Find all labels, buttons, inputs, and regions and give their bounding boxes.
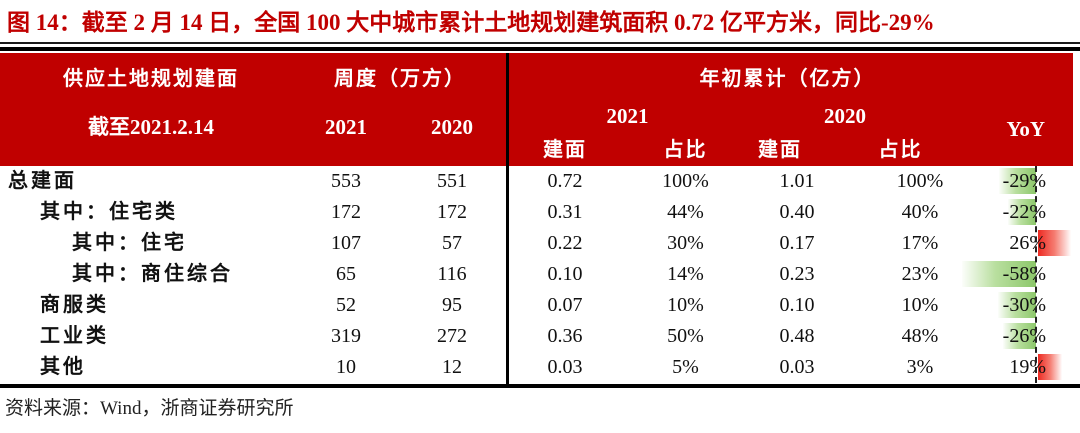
weekly-2021-value: 107 — [331, 232, 361, 254]
ytd-2021-share: 14% — [667, 263, 704, 285]
weekly-2020-value: 12 — [442, 356, 462, 378]
header-asof-date: 截至2021.2.14 — [88, 115, 214, 139]
header-ytd-2020: 2020 — [824, 104, 866, 128]
header-yoy: YoY — [1006, 117, 1045, 141]
yoy-value: -22% — [1002, 201, 1046, 223]
table-row-other: 其他 10 12 0.03 5% 0.03 3% 19% — [0, 352, 1080, 383]
title-divider-thin — [0, 42, 1080, 44]
ytd-2021-area: 0.03 — [547, 356, 583, 378]
ytd-2021-area: 0.10 — [547, 263, 583, 285]
weekly-2021-value: 172 — [331, 201, 361, 223]
header-weekly-2021: 2021 — [325, 115, 367, 139]
weekly-2020-value: 116 — [437, 263, 467, 285]
ytd-2021-area: 0.22 — [547, 232, 583, 254]
yoy-databar — [998, 292, 1036, 318]
ytd-2020-share: 23% — [901, 263, 939, 285]
yoy-value: -29% — [1002, 170, 1046, 192]
yoy-value: 26% — [1009, 232, 1046, 254]
header-subcol-share-2021: 占比 — [663, 139, 708, 161]
source-note: 资料来源：Wind，浙商证券研究所 — [5, 398, 294, 419]
ytd-2021-area: 0.36 — [547, 325, 583, 347]
table-body: 总建面 553 551 0.72 100% 1.01 100% -29% 其中：… — [0, 166, 1080, 383]
yoy-databar — [1038, 354, 1062, 380]
yoy-value: -58% — [1002, 263, 1046, 285]
figure-title: 图 14：截至 2 月 14 日，全国 100 大中城市累计土地规划建筑面积 0… — [7, 10, 935, 35]
row-label: 其他 — [40, 356, 86, 378]
weekly-2021-value: 65 — [336, 263, 356, 285]
weekly-2020-value: 551 — [437, 170, 467, 192]
ytd-2021-share: 50% — [667, 325, 704, 347]
ytd-2020-share: 17% — [901, 232, 939, 254]
ytd-2021-share: 10% — [667, 294, 704, 316]
weekly-2020-value: 57 — [442, 232, 462, 254]
table-row-total: 总建面 553 551 0.72 100% 1.01 100% -29% — [0, 166, 1080, 197]
row-label: 其中：住宅 — [72, 232, 187, 254]
header-subcol-share-2020: 占比 — [878, 139, 923, 161]
weekly-2021-value: 319 — [331, 325, 361, 347]
weekly-2020-value: 172 — [437, 201, 467, 223]
ytd-2021-area: 0.31 — [547, 201, 583, 223]
ytd-2020-share: 10% — [901, 294, 939, 316]
section-divider-line — [506, 53, 509, 388]
table-row-residential-class: 其中：住宅类 172 172 0.31 44% 0.40 40% -22% — [0, 197, 1080, 228]
weekly-2020-value: 95 — [442, 294, 462, 316]
row-label: 商服类 — [40, 294, 109, 316]
yoy-value: 19% — [1009, 356, 1046, 378]
ytd-2020-area: 1.01 — [779, 170, 815, 192]
ytd-2021-share: 30% — [667, 232, 704, 254]
table-row-residential: 其中：住宅 107 57 0.22 30% 0.17 17% 26% — [0, 228, 1080, 259]
row-label: 其中：商住综合 — [72, 263, 233, 285]
ytd-2021-area: 0.72 — [547, 170, 583, 192]
ytd-2020-area: 0.10 — [779, 294, 815, 316]
row-label: 总建面 — [8, 170, 77, 192]
ytd-2020-area: 0.48 — [779, 325, 815, 347]
ytd-2021-area: 0.07 — [547, 294, 583, 316]
weekly-2021-value: 10 — [336, 356, 356, 378]
ytd-2021-share: 5% — [672, 356, 699, 378]
yoy-value: -26% — [1002, 325, 1046, 347]
row-label: 工业类 — [40, 325, 109, 347]
ytd-2020-area: 0.17 — [779, 232, 815, 254]
yoy-databar — [1003, 323, 1036, 349]
header-weekly-group: 周度（万方） — [334, 68, 466, 90]
table-bottom-border — [0, 384, 1080, 388]
table-header: 供应土地规划建面 周度（万方） 年初累计（亿方） 截至2021.2.14 202… — [0, 53, 1073, 166]
yoy-databar — [962, 261, 1036, 287]
header-subcol-area-2020: 建面 — [758, 139, 802, 161]
ytd-2020-area: 0.40 — [779, 201, 815, 223]
header-ytd-group: 年初累计（亿方） — [699, 68, 876, 90]
ytd-2020-share: 40% — [901, 201, 939, 223]
yoy-databar — [1038, 230, 1071, 256]
header-weekly-2020: 2020 — [431, 115, 473, 139]
ytd-2020-share: 100% — [896, 170, 944, 192]
header-group-label: 供应土地规划建面 — [63, 68, 239, 90]
ytd-2020-area: 0.23 — [779, 263, 815, 285]
weekly-2020-value: 272 — [437, 325, 467, 347]
header-subcol-area-2021: 建面 — [543, 139, 587, 161]
weekly-2021-value: 52 — [336, 294, 356, 316]
table-row-commercial: 商服类 52 95 0.07 10% 0.10 10% -30% — [0, 290, 1080, 321]
ytd-2021-share: 44% — [667, 201, 704, 223]
weekly-2021-value: 553 — [331, 170, 361, 192]
row-label: 其中：住宅类 — [40, 201, 178, 223]
ytd-2020-share: 3% — [906, 356, 934, 378]
yoy-databar — [999, 168, 1036, 194]
yoy-databar — [1008, 199, 1036, 225]
table-row-industrial: 工业类 319 272 0.36 50% 0.48 48% -26% — [0, 321, 1080, 352]
header-ytd-2021: 2021 — [606, 104, 649, 128]
databar-axis — [1035, 166, 1037, 383]
yoy-value: -30% — [1002, 294, 1046, 316]
ytd-2021-share: 100% — [662, 170, 709, 192]
table-row-mixed-use: 其中：商住综合 65 116 0.10 14% 0.23 23% -58% — [0, 259, 1080, 290]
table-top-border — [0, 47, 1080, 51]
ytd-2020-area: 0.03 — [779, 356, 815, 378]
ytd-2020-share: 48% — [901, 325, 939, 347]
